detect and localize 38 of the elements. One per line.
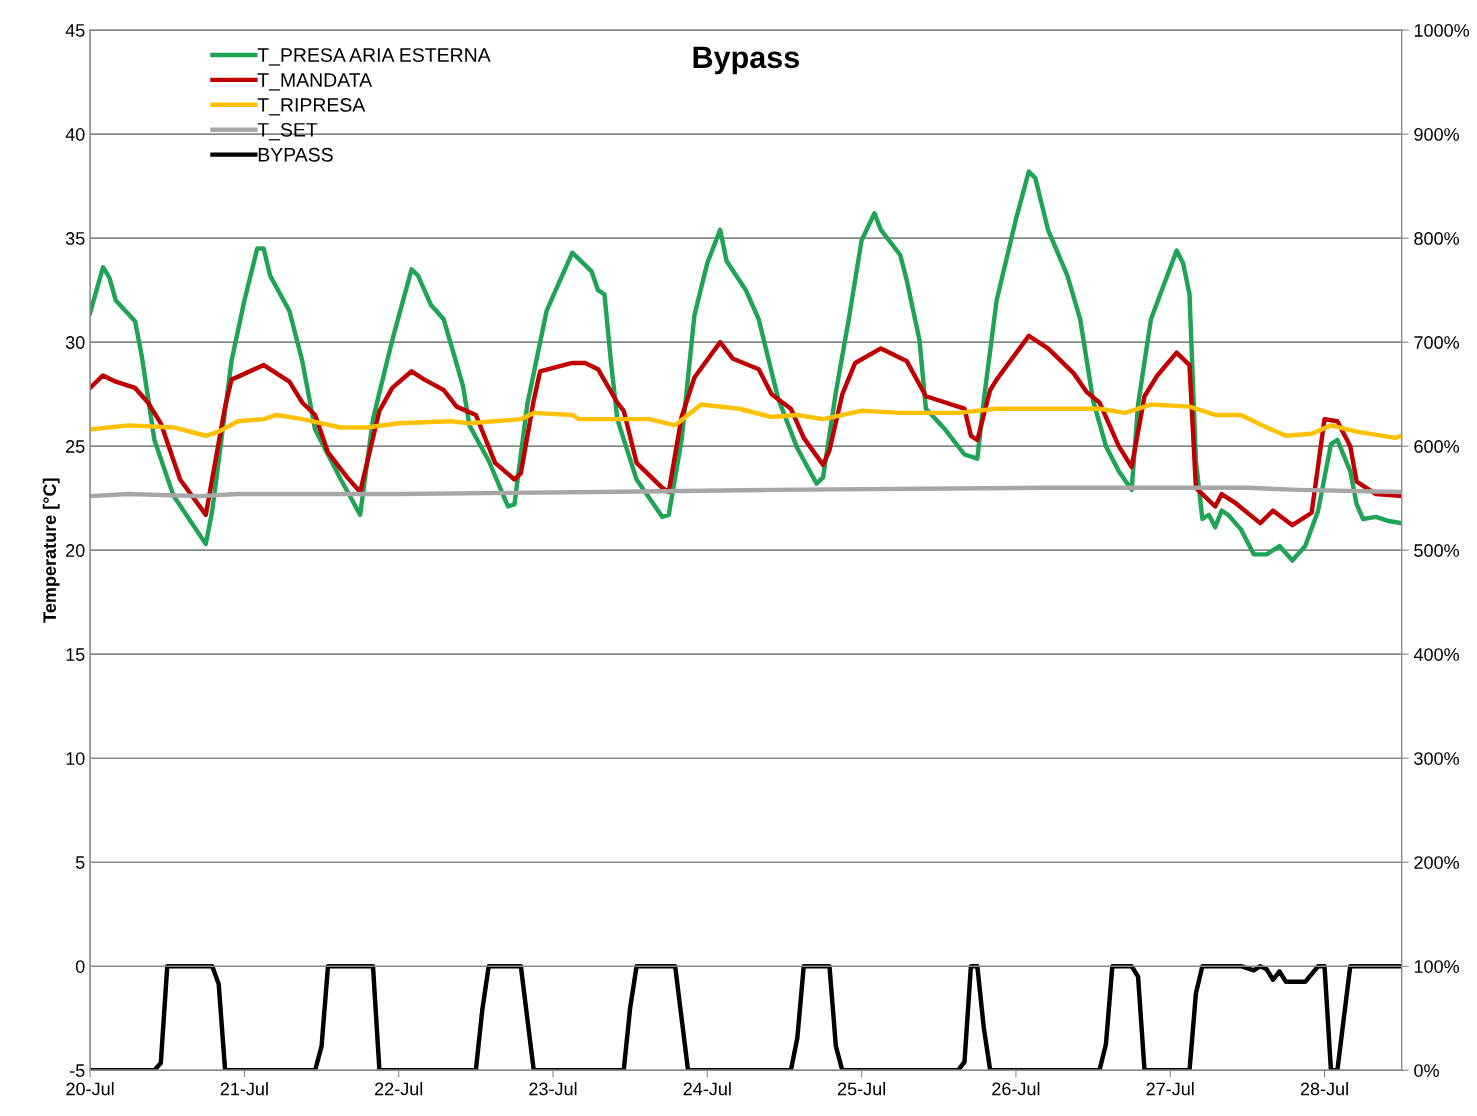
y-tick-label: 0 bbox=[75, 960, 85, 973]
y2-tick-label: 0% bbox=[1414, 1064, 1439, 1077]
y-tick-label: 40 bbox=[65, 128, 85, 141]
x-tick-label: 26-Jul bbox=[992, 1082, 1040, 1096]
x-tick-label: 27-Jul bbox=[1146, 1082, 1194, 1096]
y2-tick-label: 600% bbox=[1414, 440, 1460, 453]
y2-tick-label: 1000% bbox=[1414, 24, 1470, 37]
legend-label: BYPASS bbox=[258, 147, 333, 162]
legend-label: T_SET bbox=[257, 122, 318, 141]
y-tick-label: 15 bbox=[66, 648, 85, 661]
y-tick-label: 25 bbox=[66, 440, 85, 453]
y2-tick-label: 300% bbox=[1414, 752, 1460, 765]
y2-tick-label: 800% bbox=[1414, 232, 1460, 245]
y-tick-label: 30 bbox=[65, 336, 85, 349]
x-tick-label: 20-Jul bbox=[66, 1082, 114, 1096]
legend-label: T_PRESA ARIA ESTERNA bbox=[257, 48, 491, 66]
y-tick-label: 20 bbox=[66, 544, 85, 557]
legend-label: T_RIPRESA bbox=[257, 98, 366, 116]
y2-tick-label: 500% bbox=[1414, 544, 1460, 557]
y2-tick-label: 100% bbox=[1414, 960, 1460, 973]
x-tick-label: 28-Jul bbox=[1300, 1082, 1348, 1096]
chart-title: Bypass bbox=[693, 46, 799, 75]
y2-tick-label: 200% bbox=[1414, 856, 1460, 869]
y2-tick-label: 400% bbox=[1413, 648, 1460, 661]
y-tick-label: 35 bbox=[65, 232, 85, 245]
x-tick-label: 24-Jul bbox=[683, 1082, 731, 1096]
y-tick-label: -5 bbox=[69, 1064, 85, 1077]
y2-tick-label: 900% bbox=[1414, 128, 1460, 141]
x-tick-label: 25-Jul bbox=[837, 1082, 885, 1096]
y-tick-label: 45 bbox=[65, 24, 85, 37]
y-tick-label: 10 bbox=[66, 752, 85, 765]
legend-label: T_MANDATA bbox=[257, 73, 373, 91]
y-tick-label: 5 bbox=[75, 856, 85, 869]
x-tick-label: 21-Jul bbox=[220, 1082, 268, 1096]
y-axis-title: Temperature [°C] bbox=[42, 478, 60, 623]
x-tick-label: 23-Jul bbox=[529, 1082, 577, 1096]
x-tick-label: 22-Jul bbox=[375, 1082, 423, 1096]
y2-tick-label: 700% bbox=[1414, 336, 1460, 349]
